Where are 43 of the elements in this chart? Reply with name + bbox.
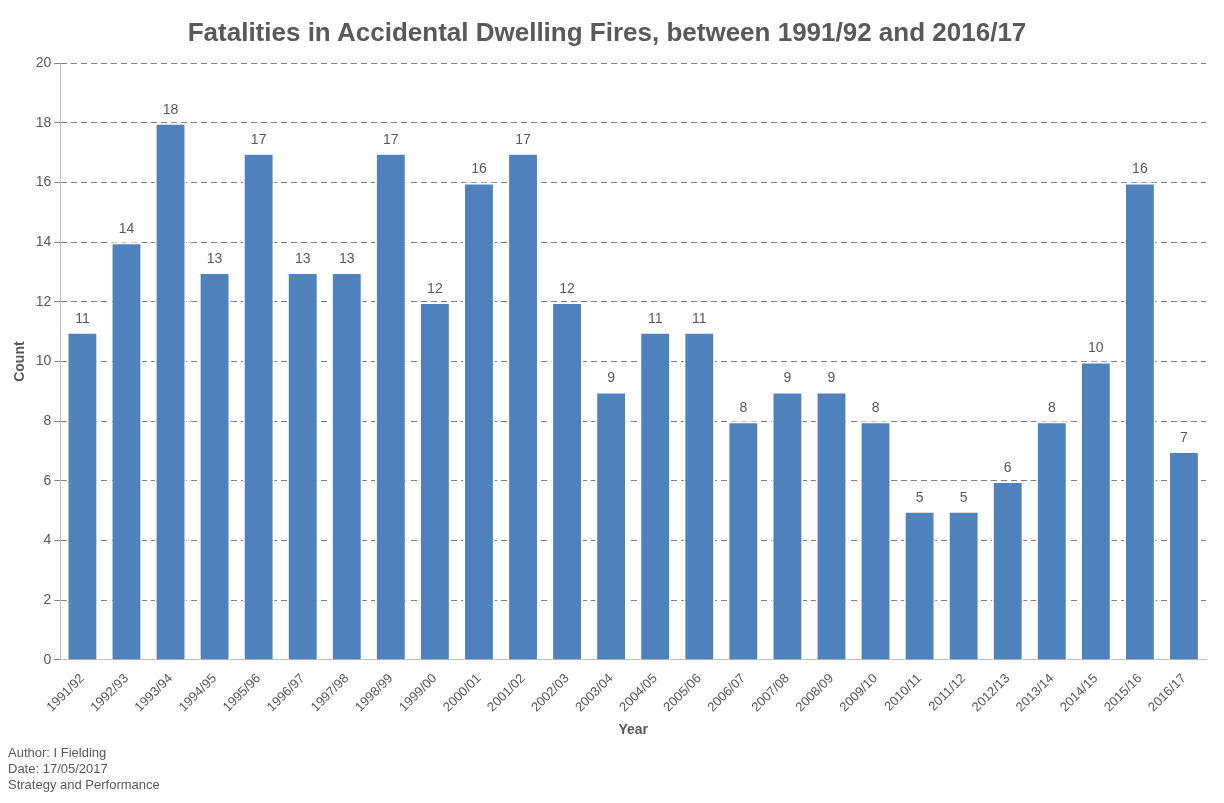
- y-tick-label: 8: [43, 412, 52, 429]
- y-tick-label: 6: [43, 471, 52, 488]
- y-tick-label: 0: [43, 650, 52, 667]
- data-label: 6: [1003, 458, 1012, 475]
- data-label: 8: [1047, 399, 1056, 416]
- data-label: 16: [1132, 160, 1148, 177]
- y-axis-title: Count: [11, 341, 28, 382]
- data-label: 9: [783, 369, 792, 386]
- y-tick-label: 4: [43, 531, 52, 548]
- y-tick-label: 2: [43, 591, 52, 608]
- data-label: 16: [471, 160, 487, 177]
- text: Strategy and Performance: [8, 777, 161, 793]
- data-label: 18: [162, 100, 179, 117]
- text: Author: I Fielding: [8, 745, 108, 761]
- y-tick-label: 18: [35, 113, 52, 130]
- chart-title: Fatalities in Accidental Dwelling Fires, between 1991/92 and 2016/17: [187, 16, 1027, 47]
- data-label: 13: [206, 249, 223, 266]
- data-label: 13: [294, 249, 311, 266]
- data-label: 10: [1088, 339, 1104, 356]
- y-tick-label: 12: [35, 292, 52, 309]
- text: Date: 17/05/2017: [8, 761, 109, 777]
- data-label: 17: [515, 130, 532, 147]
- data-label: 5: [915, 488, 924, 505]
- data-label: 12: [559, 279, 576, 296]
- x-axis-title: Year: [618, 721, 649, 738]
- data-label: 8: [739, 399, 748, 416]
- data-label: 12: [427, 279, 443, 296]
- data-label: 17: [383, 130, 399, 147]
- data-label: 11: [75, 309, 90, 326]
- data-label: 14: [118, 220, 135, 237]
- data-label: 11: [692, 309, 707, 326]
- data-label: 13: [338, 249, 355, 266]
- data-label: 8: [871, 399, 880, 416]
- y-tick-label: 14: [35, 233, 52, 250]
- data-label: 7: [1180, 428, 1189, 445]
- data-label: 9: [827, 369, 836, 386]
- data-label: 9: [607, 369, 616, 386]
- y-tick-label: 16: [35, 173, 52, 190]
- y-tick-label: 20: [35, 54, 52, 71]
- data-label: 11: [647, 309, 663, 326]
- y-tick-label: 10: [35, 352, 52, 369]
- data-label: 5: [959, 488, 968, 505]
- data-label: 17: [250, 130, 267, 147]
